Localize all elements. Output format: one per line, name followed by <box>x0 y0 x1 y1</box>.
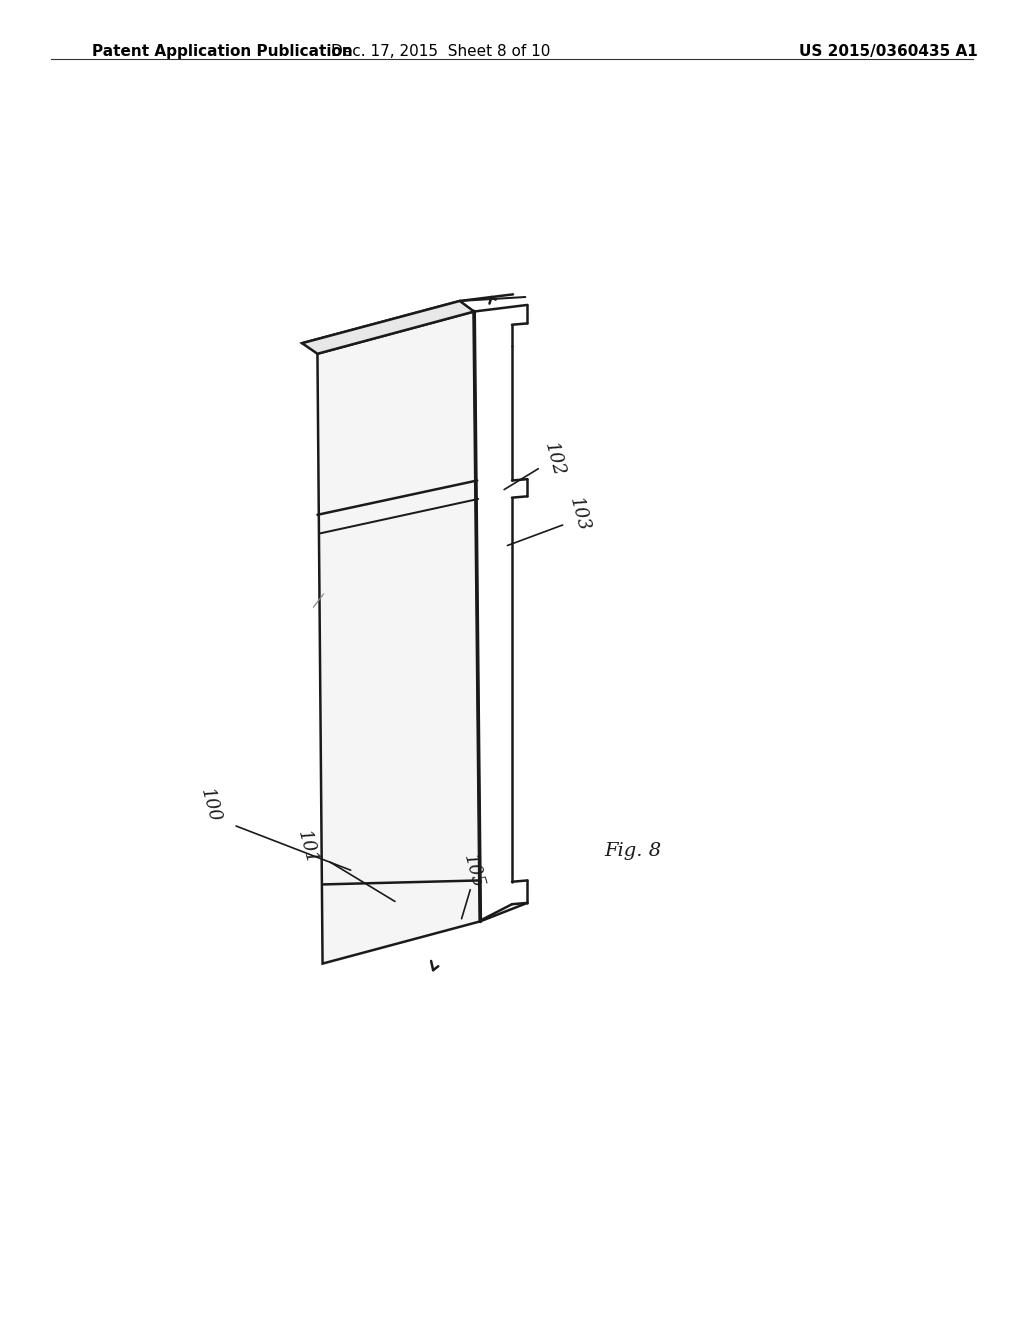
Text: 101: 101 <box>294 829 321 866</box>
Text: 103: 103 <box>565 496 592 533</box>
Text: US 2015/0360435 A1: US 2015/0360435 A1 <box>799 44 978 58</box>
Polygon shape <box>317 312 480 964</box>
Text: 102: 102 <box>541 441 567 478</box>
Polygon shape <box>302 301 474 354</box>
Text: Fig. 8: Fig. 8 <box>604 842 662 861</box>
Text: Patent Application Publication: Patent Application Publication <box>92 44 353 58</box>
Text: Dec. 17, 2015  Sheet 8 of 10: Dec. 17, 2015 Sheet 8 of 10 <box>331 44 550 58</box>
Text: 105: 105 <box>460 853 486 890</box>
Text: 100: 100 <box>197 787 223 824</box>
